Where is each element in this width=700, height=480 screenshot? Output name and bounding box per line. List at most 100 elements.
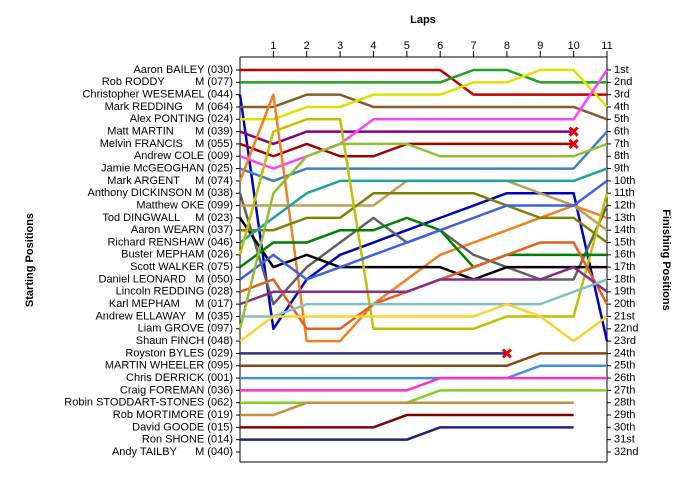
starting-position-label: Jamie McGEOGHAN (025) — [101, 162, 233, 174]
starting-position-label: Aaron WEARN (037) — [131, 224, 233, 236]
finishing-position-label: 15th — [614, 236, 635, 248]
finishing-position-label: 31st — [614, 434, 635, 446]
starting-position-label: Matt MARTIN M (039) — [107, 126, 233, 138]
retired-marker — [501, 348, 512, 359]
finishing-position-label: 28th — [614, 397, 635, 409]
x-tick-label: 2 — [304, 40, 310, 52]
position-line — [238, 142, 608, 330]
position-line — [238, 118, 609, 331]
y-axis-title: Starting Positions — [24, 213, 36, 307]
finishing-position-label: 7th — [614, 138, 629, 150]
x-tick-label: 9 — [537, 40, 543, 52]
finishing-position-label: 30th — [614, 421, 635, 433]
starting-position-label: Scott WALKER (075) — [130, 261, 233, 273]
starting-position-label: Ron SHONE (014) — [142, 434, 233, 446]
position-line — [239, 302, 608, 343]
starting-position-label: Chris DERRICK (001) — [126, 372, 233, 384]
starting-position-label: MARTIN WHEELER (095) — [105, 360, 233, 372]
starting-position-label: Craig FOREMAN (036) — [120, 384, 233, 396]
starting-position-label: Alex PONTING (024) — [130, 113, 233, 125]
x-tick-label: 8 — [504, 40, 510, 52]
starting-position-label: Robin STODDART-STONES (062) — [64, 397, 233, 409]
finishing-position-label: 18th — [614, 273, 635, 285]
x-tick-label: 7 — [470, 40, 476, 52]
y2-axis-title: Finishing Positions — [660, 209, 672, 310]
position-line — [240, 389, 607, 404]
finishing-position-label: 1st — [614, 64, 629, 76]
finishing-position-label: 4th — [614, 101, 629, 113]
starting-position-label: Anthony DICKINSON M (038) — [88, 187, 234, 199]
finishing-position-label: 27th — [614, 384, 635, 396]
position-line — [239, 69, 609, 170]
starting-position-label: Mark REDDING M (064) — [105, 101, 233, 113]
starting-position-label: Karl MEPHAM M (017) — [109, 298, 233, 310]
position-line — [239, 216, 607, 269]
finishing-position-label: 11th — [614, 187, 635, 199]
x-tick-label: 4 — [370, 40, 376, 52]
finishing-position-label: 25th — [614, 360, 635, 372]
starting-position-label: Mark ARGENT M (074) — [107, 175, 233, 187]
position-line — [239, 265, 608, 306]
starting-position-label: Liam GROVE (097) — [138, 323, 233, 335]
starting-position-label: Christopher WESEMAEL (044) — [82, 89, 233, 101]
position-line — [239, 130, 574, 146]
finishing-position-label: 24th — [614, 347, 635, 359]
finishing-position-label: 9th — [614, 162, 629, 174]
finishing-position-label: 3rd — [614, 89, 630, 101]
starting-position-label: Lincoln REDDING (028) — [116, 286, 233, 298]
chart-title: Laps — [410, 14, 436, 26]
finishing-position-label: 12th — [614, 199, 635, 211]
starting-position-label: Matthew OKE (099) — [136, 199, 233, 211]
position-line — [240, 278, 608, 318]
finishing-position-label: 16th — [614, 249, 635, 261]
finishing-position-label: 19th — [614, 286, 635, 298]
retired-marker — [568, 138, 579, 149]
position-line — [238, 217, 607, 281]
finishing-position-label: 23rd — [614, 335, 636, 347]
finishing-position-label: 13th — [614, 212, 635, 224]
finishing-position-label: 32nd — [614, 446, 638, 458]
finishing-position-label: 17th — [614, 261, 635, 273]
position-line — [239, 130, 608, 183]
starting-position-label: Rob MORTIMORE (019) — [113, 409, 233, 421]
position-line — [239, 179, 608, 281]
x-tick-label: 1 — [270, 40, 276, 52]
finishing-position-label: 20th — [614, 298, 635, 310]
position-line — [240, 68, 607, 96]
finishing-position-label: 14th — [614, 224, 635, 236]
finishing-position-label: 5th — [614, 113, 629, 125]
x-tick-label: 10 — [568, 40, 580, 52]
finishing-position-label: 26th — [614, 372, 635, 384]
finishing-position-label: 8th — [614, 150, 629, 162]
starting-position-label: Richard RENSHAW (046) — [107, 236, 233, 248]
position-line — [239, 167, 608, 244]
retired-marker — [568, 126, 579, 137]
starting-position-label: Royston BYLES (029) — [125, 347, 233, 359]
starting-position-label: Buster MEPHAM (026) — [121, 249, 233, 261]
starting-position-label: Tod DINGWALL M (023) — [102, 212, 233, 224]
starting-position-label: Aaron BAILEY (030) — [134, 64, 233, 76]
position-line — [240, 191, 608, 244]
x-tick-label: 5 — [404, 40, 410, 52]
starting-position-label: Shaun FINCH (048) — [136, 335, 233, 347]
starting-position-label: David GOODE (015) — [132, 421, 233, 433]
starting-position-label: Andrew COLE (009) — [134, 150, 233, 162]
position-line — [240, 93, 608, 121]
position-line — [240, 68, 608, 121]
finishing-position-label: 29th — [614, 409, 635, 421]
x-tick-label: 6 — [437, 40, 443, 52]
x-tick-label: 3 — [337, 40, 343, 52]
position-line — [240, 413, 574, 429]
position-line — [240, 364, 607, 380]
x-tick-label: 11 — [601, 40, 612, 52]
starting-position-label: Rob RODDY M (077) — [102, 76, 233, 88]
finishing-position-label: 2nd — [614, 76, 632, 88]
starting-position-label: Daniel LEONARD M (050) — [99, 273, 234, 285]
finishing-position-label: 22nd — [614, 323, 638, 335]
position-line — [240, 401, 574, 417]
finishing-position-label: 10th — [614, 175, 635, 187]
finishing-position-label: 6th — [614, 126, 629, 138]
finishing-position-label: 21st — [614, 310, 635, 322]
starting-position-label: Andrew ELLAWAY M (035) — [95, 310, 233, 322]
